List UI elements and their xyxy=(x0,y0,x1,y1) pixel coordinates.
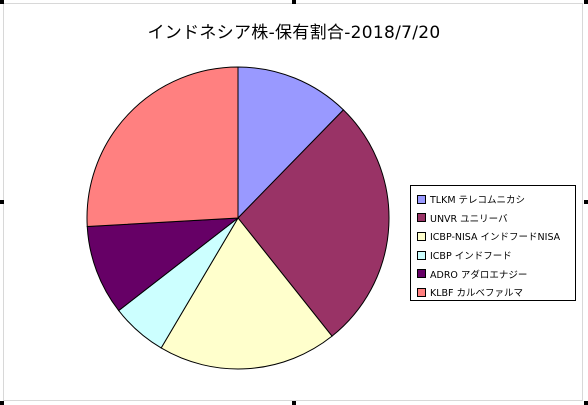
legend-item[interactable]: KLBF カルベファルマ xyxy=(417,283,575,302)
legend-item[interactable]: UNVR ユニリーバ xyxy=(417,209,575,228)
legend-label: UNVR ユニリーバ xyxy=(430,213,508,225)
resize-handle-top[interactable] xyxy=(292,0,296,4)
legend-swatch xyxy=(417,231,426,241)
legend-swatch xyxy=(417,194,426,204)
resize-handle-top-left[interactable] xyxy=(0,0,4,4)
legend-item[interactable]: ICBP-NISA インドフードNISA xyxy=(417,227,575,246)
legend-item[interactable]: ICBP インドフード xyxy=(417,246,575,265)
resize-handle-bottom[interactable] xyxy=(292,401,296,405)
legend-swatch xyxy=(417,287,426,297)
pie-slice[interactable] xyxy=(86,66,239,228)
legend-item[interactable]: TLKM テレコムニカシ xyxy=(417,190,575,209)
resize-handle-right[interactable] xyxy=(584,200,588,204)
legend-label: ICBP-NISA インドフードNISA xyxy=(430,232,561,244)
legend-item[interactable]: ADRO アダロエナジー xyxy=(417,264,575,283)
resize-handle-bottom-left[interactable] xyxy=(0,401,4,405)
legend-label: ICBP インドフード xyxy=(430,251,512,263)
chart-title: インドネシア株-保有割合-2018/7/20 xyxy=(147,23,441,43)
pie-slice[interactable] xyxy=(237,66,345,220)
resize-handle-top-right[interactable] xyxy=(584,0,588,4)
pie-slice[interactable] xyxy=(86,217,240,312)
legend-label: ADRO アダロエナジー xyxy=(430,269,528,281)
legend-swatch xyxy=(417,213,426,223)
legend-swatch xyxy=(417,250,426,260)
legend-label: TLKM テレコムニカシ xyxy=(430,195,526,207)
resize-handle-left[interactable] xyxy=(0,200,4,204)
pie-slice[interactable] xyxy=(160,217,333,370)
resize-handle-bottom-right[interactable] xyxy=(584,401,588,405)
chart-legend[interactable]: TLKM テレコムニカシ UNVR ユニリーバ ICBP-NISA インドフードNI… xyxy=(410,185,576,301)
pie-slice[interactable] xyxy=(237,109,390,337)
legend-label: KLBF カルベファルマ xyxy=(430,288,524,300)
legend-swatch xyxy=(417,269,426,279)
